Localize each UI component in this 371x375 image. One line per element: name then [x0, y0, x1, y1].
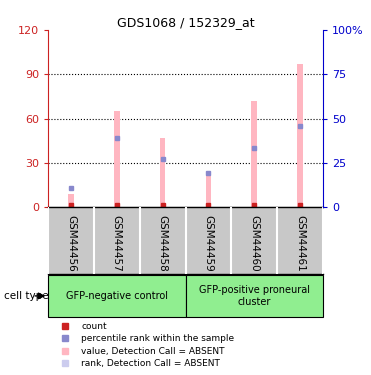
Text: GSM44459: GSM44459: [203, 215, 213, 272]
Title: GDS1068 / 152329_at: GDS1068 / 152329_at: [117, 16, 254, 29]
Text: GFP-positive proneural
cluster: GFP-positive proneural cluster: [198, 285, 310, 307]
Bar: [160, 138, 165, 207]
Text: value, Detection Call = ABSENT: value, Detection Call = ABSENT: [81, 346, 225, 355]
Bar: [252, 101, 257, 207]
Text: percentile rank within the sample: percentile rank within the sample: [81, 334, 234, 343]
Text: GSM44461: GSM44461: [295, 215, 305, 272]
Bar: [297, 64, 303, 207]
Text: GSM44458: GSM44458: [158, 215, 168, 272]
Bar: [48, 274, 186, 317]
Bar: [68, 194, 74, 207]
Text: count: count: [81, 321, 107, 330]
Text: cell type: cell type: [4, 291, 48, 301]
Bar: [186, 274, 323, 317]
Text: GSM44456: GSM44456: [66, 215, 76, 272]
Bar: [114, 111, 119, 207]
Bar: [206, 175, 211, 207]
Text: GSM44457: GSM44457: [112, 215, 122, 272]
Text: rank, Detection Call = ABSENT: rank, Detection Call = ABSENT: [81, 359, 220, 368]
Text: GSM44460: GSM44460: [249, 215, 259, 272]
Text: GFP-negative control: GFP-negative control: [66, 291, 168, 301]
